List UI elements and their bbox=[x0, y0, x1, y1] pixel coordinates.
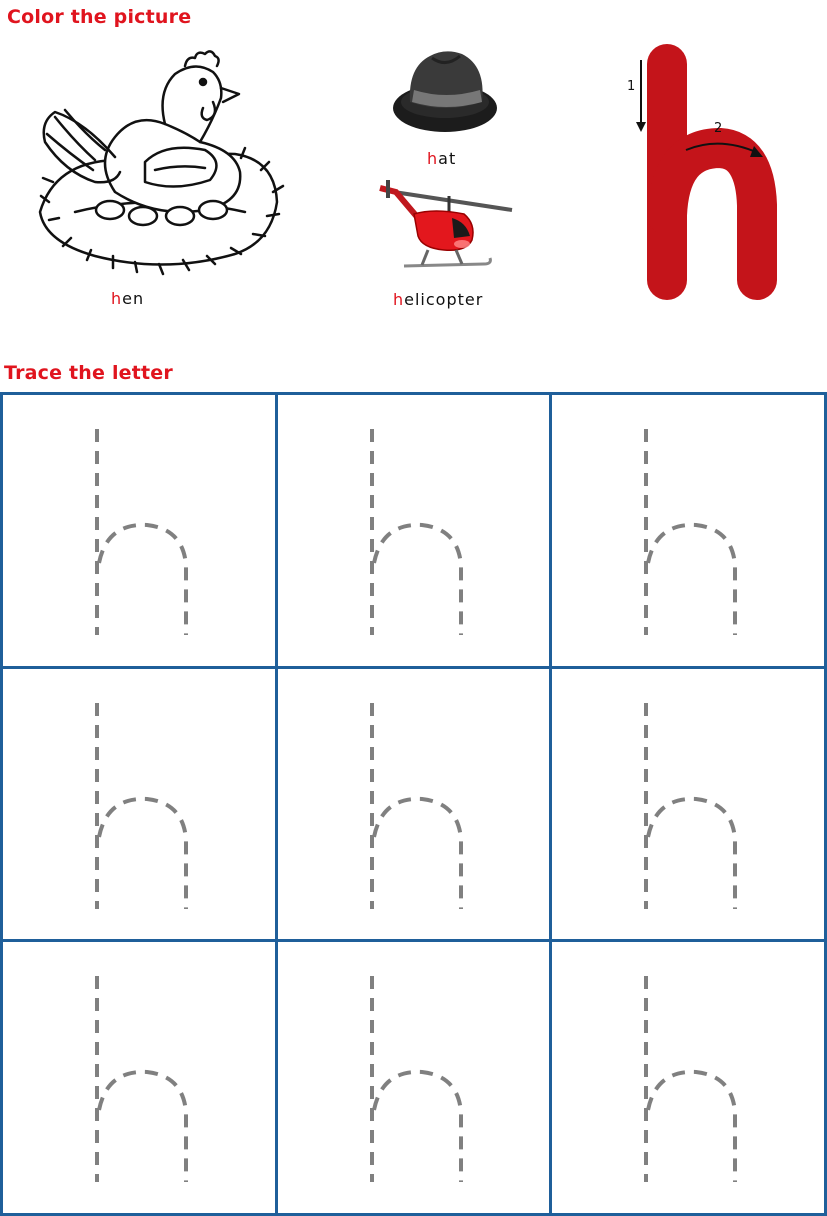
dashed-letter-h bbox=[644, 976, 738, 1183]
trace-cell[interactable] bbox=[552, 942, 827, 1216]
dashed-letter-h bbox=[95, 702, 188, 909]
stroke-1-arrow bbox=[636, 60, 646, 132]
hat-label: hat bbox=[427, 149, 457, 168]
trace-cell[interactable] bbox=[3, 395, 278, 669]
dashed-letter-h bbox=[644, 702, 738, 909]
trace-cell[interactable] bbox=[3, 942, 278, 1216]
trace-section-heading: Trace the letter bbox=[4, 362, 173, 384]
dashed-arch bbox=[97, 796, 188, 909]
trace-grid bbox=[0, 392, 827, 1216]
dashed-arch bbox=[97, 1070, 188, 1183]
dashed-letter-h bbox=[369, 976, 463, 1183]
stroke-1-number: 1 bbox=[627, 79, 635, 94]
dashed-arch bbox=[646, 796, 738, 909]
dashed-arch bbox=[371, 796, 463, 909]
dashed-letter-h bbox=[95, 976, 188, 1183]
hen-icon bbox=[38, 50, 285, 276]
trace-cell[interactable] bbox=[3, 668, 278, 943]
stroke-2-number: 2 bbox=[714, 121, 722, 136]
trace-cell[interactable] bbox=[277, 395, 553, 669]
trace-cell[interactable] bbox=[552, 668, 827, 943]
dashed-letter-h bbox=[369, 429, 463, 635]
dashed-arch bbox=[646, 522, 738, 635]
dashed-letter-h bbox=[95, 429, 188, 635]
trace-cell[interactable] bbox=[277, 942, 553, 1216]
helicopter-icon bbox=[379, 180, 513, 268]
letter-h-shape bbox=[647, 44, 777, 300]
letter-h-stroke-guide: 1 2 bbox=[627, 44, 777, 300]
stroke-2-arrow bbox=[685, 142, 763, 157]
dashed-arch bbox=[371, 1070, 463, 1183]
dashed-letter-h bbox=[644, 429, 738, 635]
trace-cell[interactable] bbox=[277, 668, 553, 943]
dashed-arch bbox=[371, 522, 463, 635]
color-section-heading: Color the picture bbox=[7, 6, 192, 28]
hat-icon bbox=[393, 51, 497, 132]
dashed-letter-h bbox=[369, 702, 463, 909]
hen-label: hen bbox=[111, 289, 145, 308]
trace-cell[interactable] bbox=[552, 395, 827, 669]
helicopter-label: helicopter bbox=[393, 290, 484, 309]
dashed-arch bbox=[97, 522, 188, 635]
dashed-arch bbox=[646, 1070, 738, 1183]
